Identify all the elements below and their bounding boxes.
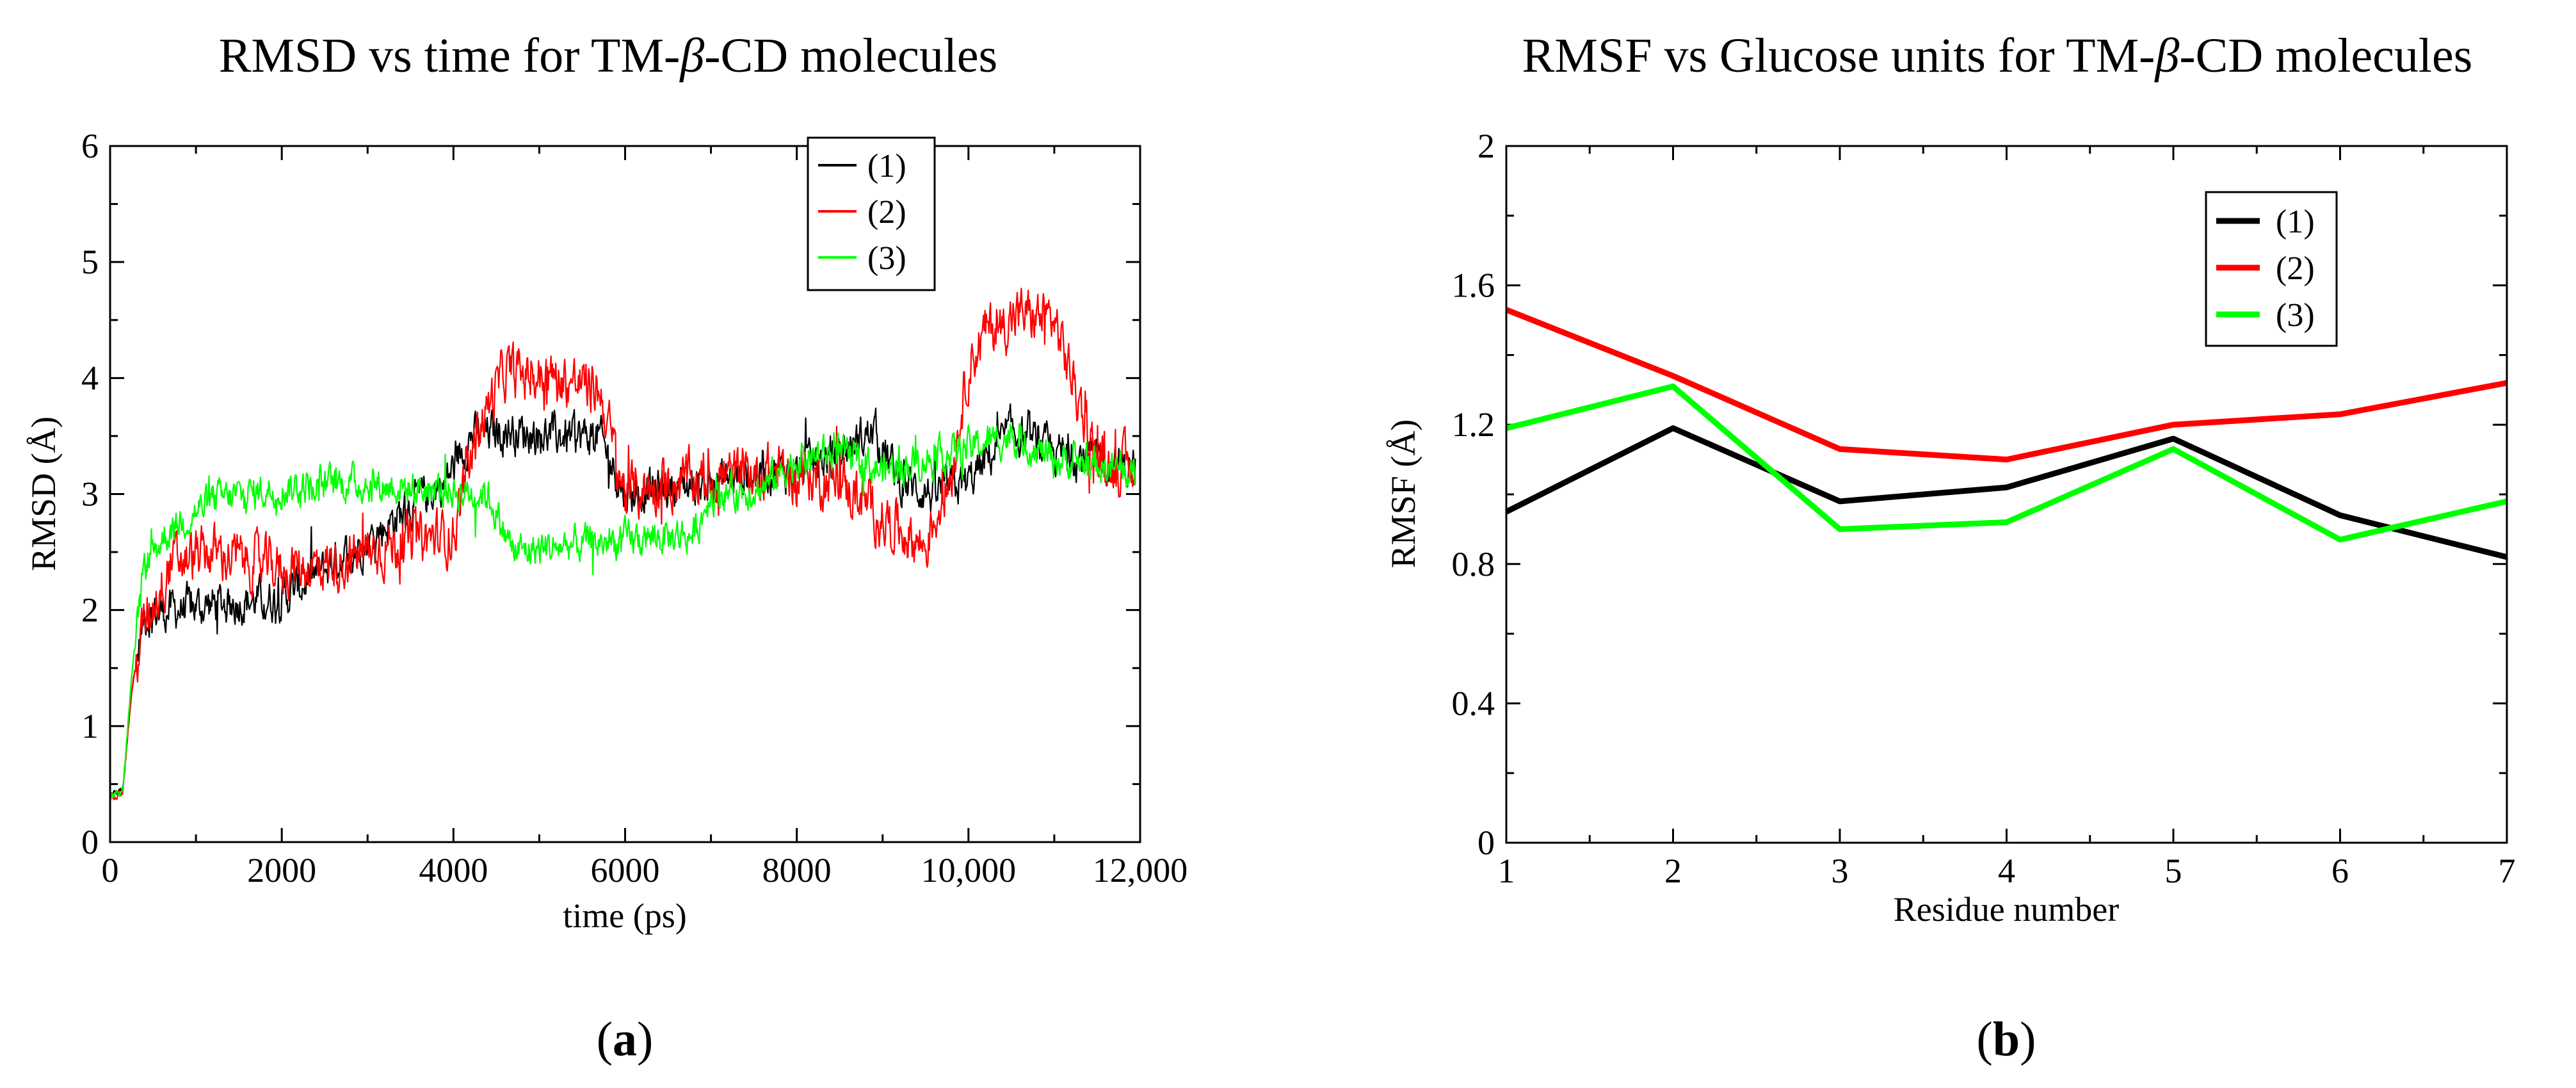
- panel-b-x-axis-label: Residue number: [1894, 890, 2119, 929]
- x-tick-label-a-4: 8000: [762, 851, 832, 889]
- y-tick-label-a-6: 6: [81, 127, 99, 165]
- panel-a-plot-frame: [109, 145, 1141, 843]
- panel-b: RMSF vs Glucose units for TM-β-CD molecu…: [1384, 29, 2516, 1066]
- panel-b-ticks: 1 2 3 4 5 6 7 0 0.4 0.8 1.2 1.6 2: [1452, 127, 2516, 890]
- panel-a: RMSD vs time for TM-β-CD molecules 0 2000…: [24, 29, 1187, 1066]
- y-tick-label-b-3: 1.2: [1452, 405, 1495, 444]
- x-tick-label-b-2: 3: [1831, 852, 1849, 890]
- y-tick-label-a-4: 4: [81, 359, 99, 397]
- y-tick-label-a-3: 3: [81, 475, 99, 514]
- series-line-a-1: [109, 403, 1136, 797]
- panel-a-legend: (1) (2) (3): [807, 136, 936, 291]
- panel-a-x-axis-label: time (ps): [563, 897, 686, 935]
- y-tick-label-a-0: 0: [81, 823, 99, 861]
- panel-a-y-axis-label: RMSD (Å): [24, 416, 63, 571]
- x-tick-label-a-5: 10,000: [921, 851, 1017, 889]
- x-tick-label-b-0: 1: [1498, 852, 1515, 890]
- legend-b-label-1: (1): [2276, 204, 2315, 240]
- x-tick-label-b-1: 2: [1664, 852, 1682, 890]
- panel-a-ticks: 0 2000 4000 6000 8000 10,000 12,000 0 1 2 3 4 5 6: [81, 127, 1187, 889]
- x-tick-label-b-5: 6: [2331, 852, 2349, 890]
- panel-b-title: RMSF vs Glucose units for TM-β-CD molecu…: [1522, 29, 2473, 83]
- panel-b-legend: (1) (2) (3): [2205, 191, 2338, 347]
- x-tick-label-a-1: 2000: [247, 851, 316, 889]
- y-tick-label-b-1: 0.4: [1452, 684, 1495, 722]
- panel-b-y-axis-label: RMSF (Å): [1384, 419, 1422, 569]
- y-tick-label-a-5: 5: [81, 243, 99, 281]
- panel-a-series: [109, 288, 1136, 800]
- panel-a-title: RMSD vs time for TM-β-CD molecules: [219, 29, 998, 83]
- x-tick-label-a-2: 4000: [419, 851, 488, 889]
- legend-b-label-2: (2): [2276, 250, 2315, 287]
- x-tick-label-b-6: 7: [2499, 852, 2516, 890]
- x-tick-label-b-4: 5: [2165, 852, 2182, 890]
- series-line-a-2: [109, 288, 1136, 800]
- x-tick-label-a-0: 0: [102, 851, 119, 889]
- series-line-a-3: [109, 423, 1136, 800]
- panel-b-series: [1504, 307, 2508, 560]
- legend-a-label-1: (1): [867, 148, 906, 184]
- y-tick-label-b-0: 0: [1477, 824, 1495, 862]
- x-tick-label-b-3: 4: [1998, 852, 2015, 890]
- legend-a-label-2: (2): [867, 194, 906, 231]
- panel-a-legend-box: [807, 136, 936, 291]
- y-tick-label-b-2: 0.8: [1452, 545, 1495, 583]
- panel-b-plot-frame: [1505, 145, 2508, 844]
- legend-b-label-3: (3): [2276, 297, 2315, 334]
- legend-a-label-3: (3): [867, 240, 906, 277]
- y-tick-label-b-5: 2: [1477, 127, 1495, 165]
- y-tick-label-b-4: 1.6: [1452, 266, 1495, 305]
- panel-a-caption: (a): [597, 1012, 654, 1066]
- panel-b-caption: (b): [1977, 1012, 2036, 1066]
- x-tick-label-a-3: 6000: [591, 851, 660, 889]
- y-tick-label-a-2: 2: [81, 591, 99, 629]
- x-tick-label-a-6: 12,000: [1093, 851, 1188, 889]
- y-tick-label-a-1: 1: [81, 707, 99, 745]
